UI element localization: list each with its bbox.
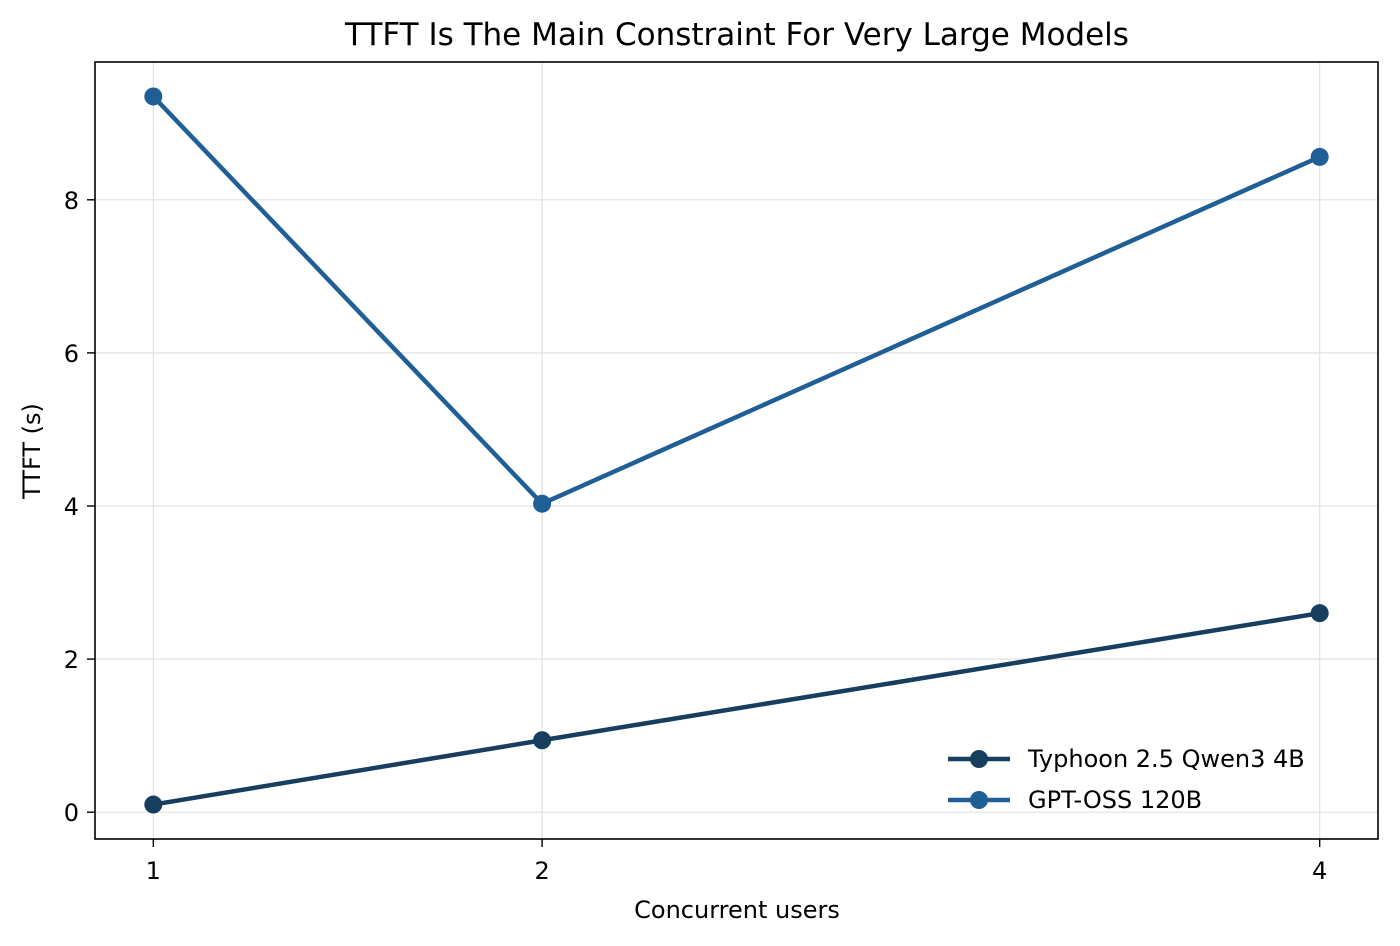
grid [95,62,1378,839]
data-point [144,795,163,814]
y-tick-label: 6 [64,340,79,368]
legend-item: Typhoon 2.5 Qwen3 4B [948,745,1305,773]
legend-marker [970,791,988,809]
x-tick-label: 4 [1312,857,1327,885]
plot-frame [94,61,1379,840]
data-point [1310,604,1329,623]
x-tick-label: 1 [146,857,161,885]
legend-marker [970,750,988,768]
series-2 [144,87,1329,513]
legend-label: Typhoon 2.5 Qwen3 4B [1027,745,1305,773]
data-point [533,731,552,750]
series-line [151,94,1322,506]
ticks: 1 2 4 0 2 4 6 8 [64,187,1328,885]
y-tick-label: 8 [64,187,79,215]
series-1 [144,604,1329,814]
data-point [533,494,552,513]
series-line [151,610,1322,807]
x-axis-label: Concurrent users [634,896,840,924]
legend-item: GPT-OSS 120B [948,786,1202,814]
y-tick-label: 2 [64,646,79,674]
legend: Typhoon 2.5 Qwen3 4B GPT-OSS 120B [948,745,1305,814]
chart-title: TTFT Is The Main Constraint For Very Lar… [344,17,1129,53]
y-tick-label: 0 [64,799,79,827]
legend-label: GPT-OSS 120B [1028,786,1202,814]
x-tick-label: 2 [534,857,549,885]
series-layer [144,87,1329,814]
y-tick-label: 4 [64,493,79,521]
y-axis-label: TTFT (s) [18,403,46,500]
data-point [144,87,163,106]
data-point [1310,147,1329,166]
